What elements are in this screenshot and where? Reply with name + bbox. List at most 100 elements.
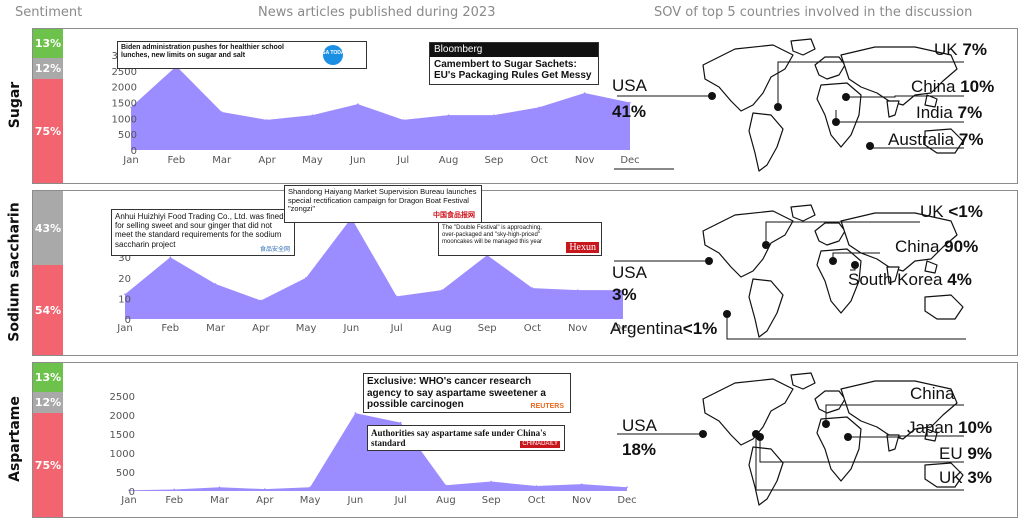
row-label-aspartame: Aspartame [7,396,24,482]
x-tick-label: Feb [168,155,186,166]
x-tick-label: Nov [575,155,595,166]
sentiment-bar: 13% 12% 75% [33,29,63,183]
sodium-area-chart: 01020304050JanFebMarAprMayJunJulAugSepOc… [116,212,632,334]
y-tick-label: 2500 [112,67,137,78]
y-tick-label: 20 [118,274,131,285]
x-tick-label: Dec [613,323,632,334]
continent-shape [814,222,846,246]
x-tick-label: Sep [478,323,497,334]
continent-shape [702,210,794,278]
data-point [354,412,357,414]
country-label-china: China 10% [911,77,995,96]
continent-shape [790,38,816,56]
y-tick-label: 2000 [110,411,135,422]
usatoday-logo [323,45,343,65]
country-label-china: China [910,384,955,403]
data-point [447,114,450,116]
country-label-japan: Japan 10% [907,418,993,437]
sentiment-positive: 13% [33,363,63,392]
news-card-sodium-anhui[interactable]: Anhui Huizhiyi Food Trading Co., Ltd. wa… [111,209,295,256]
country-value-usa: 3% [612,285,637,304]
data-point [493,114,495,116]
y-tick-label: 500 [116,468,135,479]
y-tick-label: 2000 [112,83,137,94]
country-label-uk: UK 7% [934,40,987,59]
sentiment-negative: 75% [33,413,63,517]
continent-shape [886,434,900,452]
area-series [125,218,623,319]
data-point [266,119,268,121]
x-tick-label: Apr [252,323,270,334]
continent-shape [886,266,900,284]
x-tick-label: Sep [482,495,501,506]
x-tick-label: May [296,323,317,334]
x-tick-label: Mar [210,495,230,506]
continent-shape [814,56,846,80]
country-label-china: China 90% [895,237,979,256]
data-point [395,295,398,298]
x-tick-label: Nov [572,495,592,506]
y-tick-label: 1500 [112,99,137,110]
x-tick-label: Oct [524,323,541,334]
x-tick-label: Aug [439,155,459,166]
news-card-sugar-bloomberg[interactable]: Bloomberg Camembert to Sugar Sachets: EU… [429,42,599,85]
row-label-sodium: Sodium saccharin [7,202,24,342]
data-point [441,289,443,291]
data-point [128,489,130,492]
continent-shape [748,278,784,338]
area-series [129,413,627,491]
continent-shape [814,390,846,414]
sentiment-bar: 43% 54% [33,191,63,355]
continent-shape [924,260,938,274]
data-point [264,488,266,490]
data-point [130,106,132,109]
data-point [538,106,541,109]
data-point [583,92,586,94]
y-tick-label: 30 [118,253,131,264]
data-point [357,103,359,105]
data-point [220,111,223,113]
x-tick-label: May [302,155,323,166]
x-tick-label: May [300,495,321,506]
sugar-panel: 13% 12% 75% 050010001500200025003000JanF… [32,28,1018,184]
y-tick-label: 10 [118,294,131,305]
y-tick-label: 0 [129,487,135,498]
x-tick-label: Dec [620,155,639,166]
news-card-sodium-shandong[interactable]: Shandong Haiyang Market Supervision Bure… [284,185,482,223]
data-point [218,486,221,488]
x-tick-label: Feb [161,323,179,334]
news-card-sugar-usatoday[interactable]: Biden administration pushes for healthie… [117,41,367,69]
data-point [260,299,262,302]
x-tick-label: Sep [484,155,503,166]
data-point [576,289,579,291]
sentiment-neutral: 43% [33,191,63,265]
x-tick-label: Nov [568,323,588,334]
data-point [305,277,307,279]
country-label-usa: USA [612,263,647,282]
continent-shape [702,44,794,112]
continent-shape [924,294,964,320]
x-tick-label: Jun [349,155,366,166]
data-point [580,483,583,485]
aspartame-panel: 13% 12% 75% 0 500 1000 1500 2000 2500 Jan Feb Ma… [32,362,1018,518]
x-tick-label: Mar [206,323,226,334]
data-point [311,114,314,116]
data-point [169,256,172,258]
data-point [309,486,311,488]
sov-header: SOV of top 5 countries involved in the d… [654,5,973,20]
country-label-south-korea: South Korea 4% [848,270,972,289]
row-label-sugar: Sugar [7,81,23,129]
country-label-usa: USA [622,416,657,435]
y-tick-label: 2500 [110,392,135,403]
sentiment-neutral: 12% [33,392,63,413]
y-tick-label: 1000 [112,114,137,125]
country-label-australia: Australia 7% [888,130,984,149]
y-tick-label: 1500 [110,430,135,441]
x-tick-label: Jun [343,323,360,334]
x-tick-label: Jan [122,155,138,166]
news-card-sodium-hexun[interactable]: The "Double Festival" is approaching, ov… [438,222,602,256]
news-card-aspartame-chinadaily[interactable]: Authorities say aspartame safe under Chi… [367,425,565,451]
continent-shape [886,100,900,118]
x-tick-label: Oct [531,155,548,166]
news-card-aspartame-reuters[interactable]: Exclusive: WHO's cancer research agency … [363,373,571,413]
